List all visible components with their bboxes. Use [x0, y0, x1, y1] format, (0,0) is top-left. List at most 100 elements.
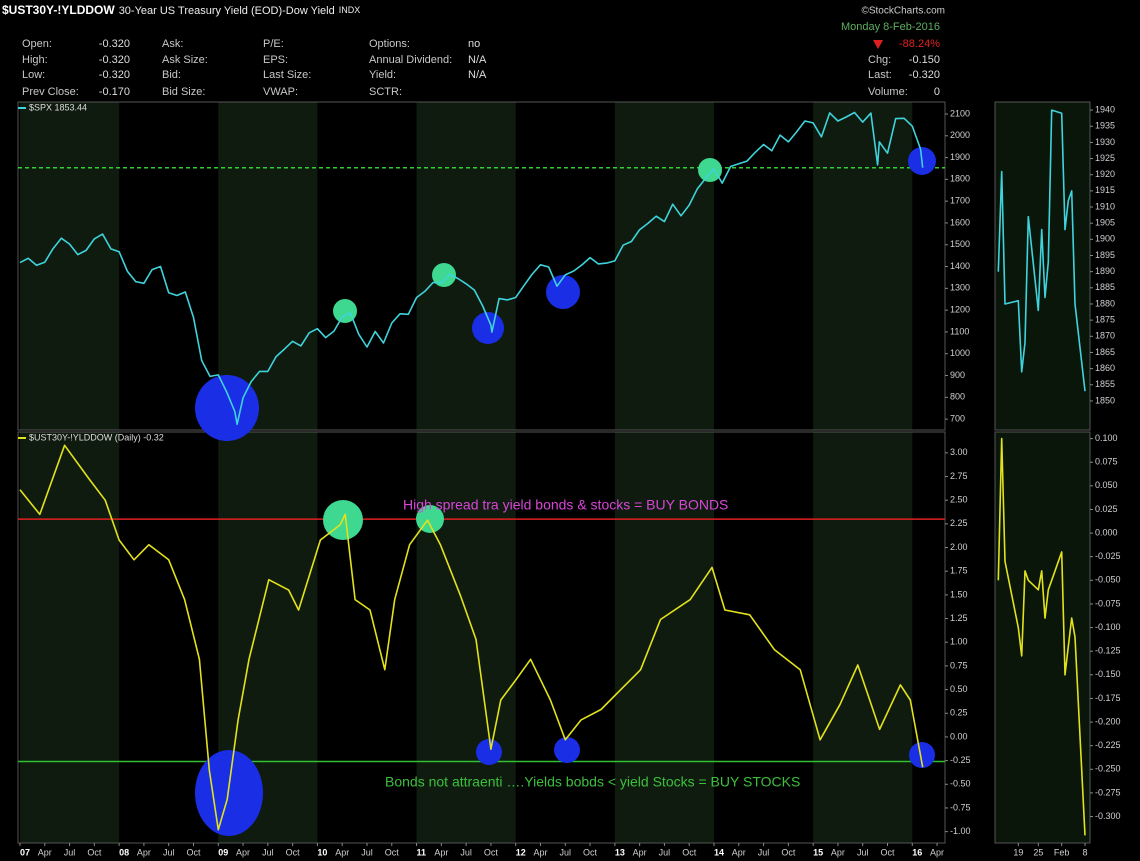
- field-label: Options:: [369, 38, 410, 50]
- y-tick-label: 1870: [1095, 331, 1115, 341]
- field-value: N/A: [468, 54, 487, 66]
- panel-background: [995, 432, 1090, 843]
- x-tick-label: Oct: [484, 847, 499, 857]
- y-tick-label: 1920: [1095, 169, 1115, 179]
- field-label: Yield:: [369, 69, 396, 81]
- y-tick-label: 1875: [1095, 315, 1115, 325]
- y-tick-label: -0.75: [950, 802, 971, 812]
- year-band: [416, 432, 516, 843]
- y-tick-label: 1900: [950, 152, 970, 162]
- field-label: P/E:: [263, 38, 284, 50]
- field-label: Bid Size:: [162, 86, 205, 98]
- field-label: Last:: [868, 69, 892, 81]
- y-tick-label: 0.00: [950, 731, 968, 741]
- title-description: 30-Year US Treasury Yield (EOD)-Dow Yiel…: [119, 5, 335, 17]
- y-tick-label: -0.175: [1095, 693, 1121, 703]
- blue-circle: [546, 275, 580, 309]
- x-tick-label: 10: [317, 847, 327, 857]
- y-tick-label: 1.25: [950, 613, 968, 623]
- x-tick-label: Apr: [335, 847, 349, 857]
- y-tick-label: 1910: [1095, 201, 1115, 211]
- y-tick-label: 1500: [950, 239, 970, 249]
- series-line: [997, 109, 1086, 392]
- x-tick-label: Jul: [659, 847, 671, 857]
- y-tick-label: 2000: [950, 130, 970, 140]
- y-tick-label: 1860: [1095, 363, 1115, 373]
- blue-circle: [909, 742, 935, 768]
- y-tick-label: 0.25: [950, 708, 968, 718]
- blue-circle: [476, 739, 502, 765]
- y-tick-label: 1900: [1095, 234, 1115, 244]
- y-tick-label: -0.200: [1095, 716, 1121, 726]
- series-line: [19, 444, 924, 831]
- field-label: High:: [22, 54, 48, 66]
- x-tick-label: Oct: [880, 847, 895, 857]
- x-tick-label: Jul: [560, 847, 572, 857]
- year-band: [614, 432, 714, 843]
- x-tick-label: Jul: [163, 847, 175, 857]
- y-tick-label: 2100: [950, 108, 970, 118]
- blue-circle: [472, 312, 504, 344]
- field-value: no: [468, 38, 480, 50]
- field-label: Last Size:: [263, 69, 311, 81]
- x-tick-label: 07: [20, 847, 30, 857]
- x-tick-label: 15: [813, 847, 823, 857]
- foreground: $UST30Y-!YLDDOW 30-Year US Treasury Yield…: [2, 3, 1121, 857]
- x-tick-label: Apr: [732, 847, 746, 857]
- y-tick-label: 1880: [1095, 298, 1115, 308]
- field-label: Annual Dividend:: [369, 54, 452, 66]
- year-band: [416, 102, 516, 430]
- y-tick-label: 0.050: [1095, 480, 1118, 490]
- x-tick-label: 12: [516, 847, 526, 857]
- field-value: N/A: [468, 69, 487, 81]
- y-tick-label: 0.50: [950, 684, 968, 694]
- field-value: -0.320: [909, 69, 940, 81]
- y-tick-label: 0.075: [1095, 457, 1118, 467]
- x-tick-label: 14: [714, 847, 724, 857]
- x-tick-label: Apr: [633, 847, 647, 857]
- field-label: VWAP:: [263, 86, 298, 98]
- field-value: -0.320: [99, 69, 130, 81]
- field-label: EPS:: [263, 54, 288, 66]
- legend-label: $SPX 1853.44: [29, 102, 87, 112]
- field-label: SCTR:: [369, 86, 402, 98]
- year-band: [19, 432, 120, 843]
- field-label: Ask:: [162, 38, 183, 50]
- x-tick-label: Apr: [38, 847, 52, 857]
- field-label: Ask Size:: [162, 54, 208, 66]
- x-tick-label: 08: [119, 847, 129, 857]
- x-tick-label: 11: [417, 847, 427, 857]
- y-tick-label: 1895: [1095, 250, 1115, 260]
- x-tick-label: Oct: [682, 847, 697, 857]
- field-label: Volume:: [868, 86, 908, 98]
- y-tick-label: 1.75: [950, 566, 968, 576]
- y-tick-label: 0.100: [1095, 433, 1118, 443]
- y-tick-label: -0.225: [1095, 740, 1121, 750]
- green-circle: [333, 299, 357, 323]
- y-tick-label: 1000: [950, 348, 970, 358]
- x-tick-label: Jul: [262, 847, 274, 857]
- y-tick-label: 2.00: [950, 542, 968, 552]
- x-tick-label: 25: [1033, 847, 1043, 857]
- y-tick-label: 1885: [1095, 282, 1115, 292]
- x-tick-label: Oct: [87, 847, 102, 857]
- series-line: [19, 111, 924, 426]
- legend-label: $UST30Y-!YLDDOW (Daily) -0.32: [29, 432, 164, 442]
- x-tick-label: 16: [912, 847, 922, 857]
- y-tick-label: 1100: [950, 326, 969, 336]
- annotation: High spread tra yield bonds & stocks = B…: [403, 497, 728, 513]
- change-pct: -88.24%: [899, 38, 940, 50]
- x-tick-label: Oct: [286, 847, 301, 857]
- x-tick-label: Apr: [831, 847, 845, 857]
- y-tick-label: 1915: [1095, 185, 1115, 195]
- y-tick-label: 1200: [950, 305, 970, 315]
- panel-border: [994, 431, 1091, 844]
- y-tick-label: 1400: [950, 261, 970, 271]
- panel-border: [17, 431, 946, 844]
- blue-circle: [195, 750, 263, 836]
- y-tick-label: 700: [950, 413, 965, 423]
- y-tick-label: -0.150: [1095, 669, 1121, 679]
- y-tick-label: -0.275: [1095, 787, 1121, 797]
- y-tick-label: 0.025: [1095, 504, 1118, 514]
- x-tick-label: 09: [218, 847, 228, 857]
